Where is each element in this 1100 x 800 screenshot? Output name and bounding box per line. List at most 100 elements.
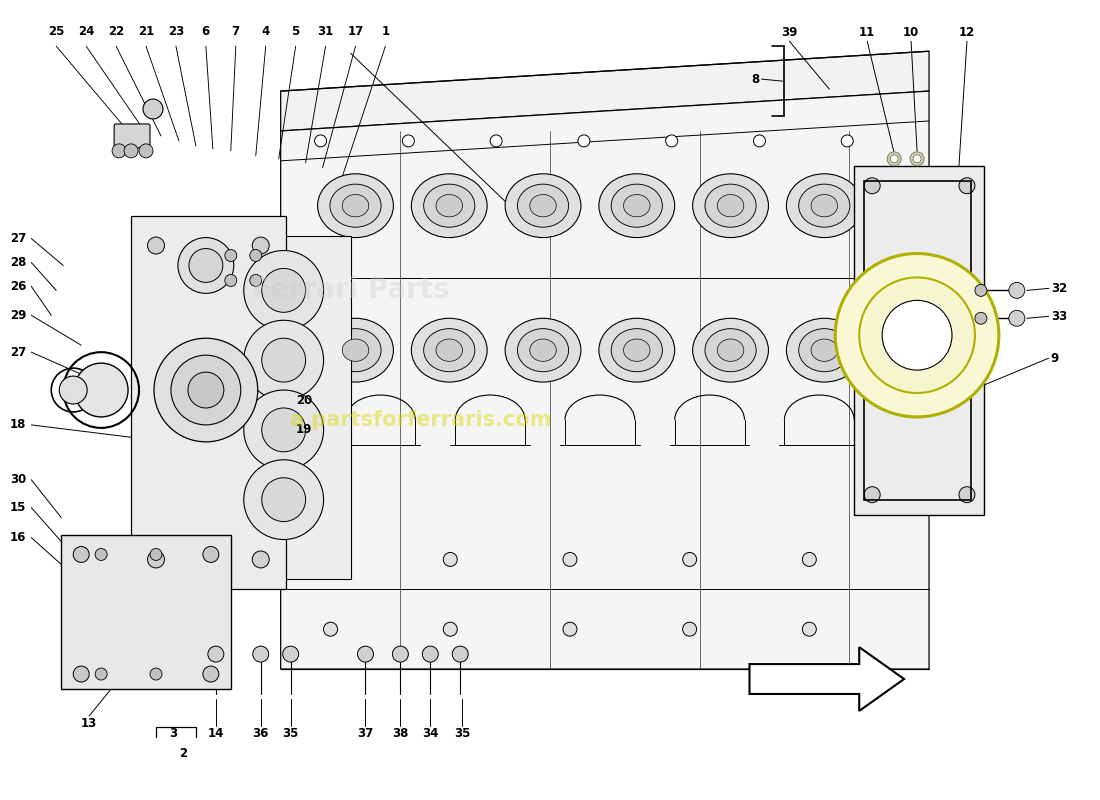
Circle shape (1009, 282, 1025, 298)
Circle shape (170, 355, 241, 425)
Text: 21: 21 (138, 26, 154, 38)
Circle shape (859, 278, 975, 393)
Text: 34: 34 (422, 727, 439, 740)
Ellipse shape (717, 339, 744, 362)
Ellipse shape (786, 174, 862, 238)
Ellipse shape (330, 184, 381, 227)
Text: 11: 11 (859, 26, 876, 39)
Circle shape (323, 553, 338, 566)
Circle shape (74, 546, 89, 562)
Circle shape (252, 237, 270, 254)
Circle shape (150, 668, 162, 680)
Ellipse shape (318, 318, 394, 382)
Circle shape (124, 144, 138, 158)
Ellipse shape (424, 329, 475, 372)
Ellipse shape (436, 194, 462, 217)
Text: 28: 28 (10, 256, 26, 269)
Circle shape (244, 250, 323, 330)
Text: 27: 27 (10, 346, 26, 358)
Text: 26: 26 (10, 280, 26, 293)
Circle shape (563, 553, 576, 566)
Ellipse shape (411, 174, 487, 238)
Ellipse shape (624, 194, 650, 217)
Ellipse shape (799, 329, 850, 372)
Ellipse shape (318, 174, 394, 238)
Circle shape (842, 135, 854, 147)
Text: 27: 27 (10, 232, 26, 245)
Text: 19: 19 (296, 423, 312, 436)
Circle shape (189, 249, 223, 282)
Circle shape (683, 553, 696, 566)
Polygon shape (280, 51, 930, 131)
Circle shape (975, 285, 987, 296)
FancyBboxPatch shape (114, 124, 150, 148)
Circle shape (913, 155, 921, 163)
Circle shape (683, 622, 696, 636)
Ellipse shape (517, 184, 569, 227)
Ellipse shape (705, 329, 756, 372)
Text: 29: 29 (10, 309, 26, 322)
Circle shape (147, 551, 165, 568)
Circle shape (910, 152, 924, 166)
Circle shape (74, 363, 128, 417)
Text: 3: 3 (169, 727, 177, 740)
Circle shape (262, 408, 306, 452)
Circle shape (666, 135, 678, 147)
Circle shape (96, 549, 107, 561)
Circle shape (403, 135, 415, 147)
Text: 32: 32 (1050, 282, 1067, 295)
Ellipse shape (799, 184, 850, 227)
Text: 25: 25 (48, 26, 65, 38)
Polygon shape (749, 647, 904, 711)
Circle shape (882, 300, 952, 370)
Circle shape (262, 269, 306, 312)
Circle shape (262, 338, 306, 382)
Ellipse shape (530, 339, 557, 362)
Text: 35: 35 (454, 727, 471, 740)
Text: 36: 36 (253, 727, 268, 740)
Circle shape (154, 338, 257, 442)
Circle shape (865, 332, 880, 348)
Circle shape (202, 546, 219, 562)
Polygon shape (131, 216, 286, 590)
Circle shape (358, 646, 373, 662)
Text: 38: 38 (393, 727, 408, 740)
Text: Ferrari Parts: Ferrari Parts (252, 276, 449, 304)
Circle shape (491, 135, 502, 147)
Circle shape (887, 152, 901, 166)
Text: 1: 1 (382, 26, 389, 38)
Circle shape (443, 553, 458, 566)
Circle shape (74, 666, 89, 682)
Circle shape (112, 144, 126, 158)
Circle shape (244, 390, 323, 470)
Circle shape (262, 478, 306, 522)
Circle shape (253, 646, 268, 662)
Text: 30: 30 (10, 474, 26, 486)
Ellipse shape (342, 339, 369, 362)
Polygon shape (855, 166, 983, 514)
Circle shape (802, 622, 816, 636)
Text: 4: 4 (262, 26, 270, 38)
Circle shape (443, 622, 458, 636)
Ellipse shape (612, 329, 662, 372)
Circle shape (59, 376, 87, 404)
Circle shape (563, 622, 576, 636)
Ellipse shape (598, 174, 674, 238)
Text: 20: 20 (296, 394, 312, 406)
Text: 12: 12 (959, 26, 975, 39)
Text: 5: 5 (292, 26, 300, 38)
Circle shape (202, 666, 219, 682)
Ellipse shape (811, 339, 837, 362)
Ellipse shape (811, 194, 837, 217)
Circle shape (754, 135, 766, 147)
Circle shape (323, 622, 338, 636)
Text: 7: 7 (232, 26, 240, 38)
Circle shape (422, 646, 438, 662)
Circle shape (975, 312, 987, 324)
Text: 23: 23 (168, 26, 184, 38)
Circle shape (865, 178, 880, 194)
Ellipse shape (705, 184, 756, 227)
Circle shape (959, 486, 975, 502)
Text: 14: 14 (208, 727, 224, 740)
Circle shape (452, 646, 469, 662)
